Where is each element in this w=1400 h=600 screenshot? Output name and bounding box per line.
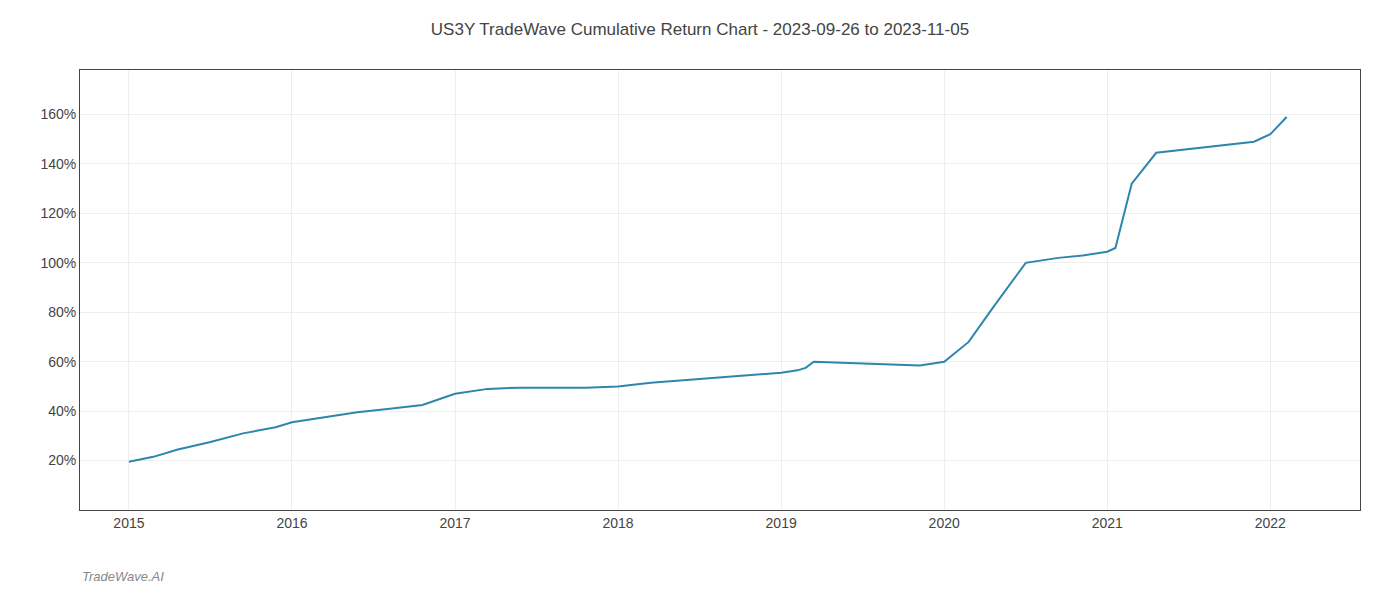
svg-text:120%: 120% xyxy=(40,205,76,221)
svg-text:TradeWave.AI: TradeWave.AI xyxy=(82,569,164,584)
svg-text:160%: 160% xyxy=(40,106,76,122)
svg-text:2020: 2020 xyxy=(929,515,960,531)
svg-text:2021: 2021 xyxy=(1092,515,1123,531)
svg-text:2019: 2019 xyxy=(766,515,797,531)
svg-text:2018: 2018 xyxy=(603,515,634,531)
svg-text:80%: 80% xyxy=(48,304,76,320)
svg-text:60%: 60% xyxy=(48,354,76,370)
svg-text:2017: 2017 xyxy=(439,515,470,531)
svg-text:2015: 2015 xyxy=(113,515,144,531)
svg-text:100%: 100% xyxy=(40,255,76,271)
svg-text:40%: 40% xyxy=(48,403,76,419)
svg-text:140%: 140% xyxy=(40,156,76,172)
svg-text:2016: 2016 xyxy=(276,515,307,531)
svg-text:20%: 20% xyxy=(48,452,76,468)
svg-text:US3Y TradeWave Cumulative Retu: US3Y TradeWave Cumulative Return Chart -… xyxy=(431,20,969,39)
svg-text:2022: 2022 xyxy=(1255,515,1286,531)
